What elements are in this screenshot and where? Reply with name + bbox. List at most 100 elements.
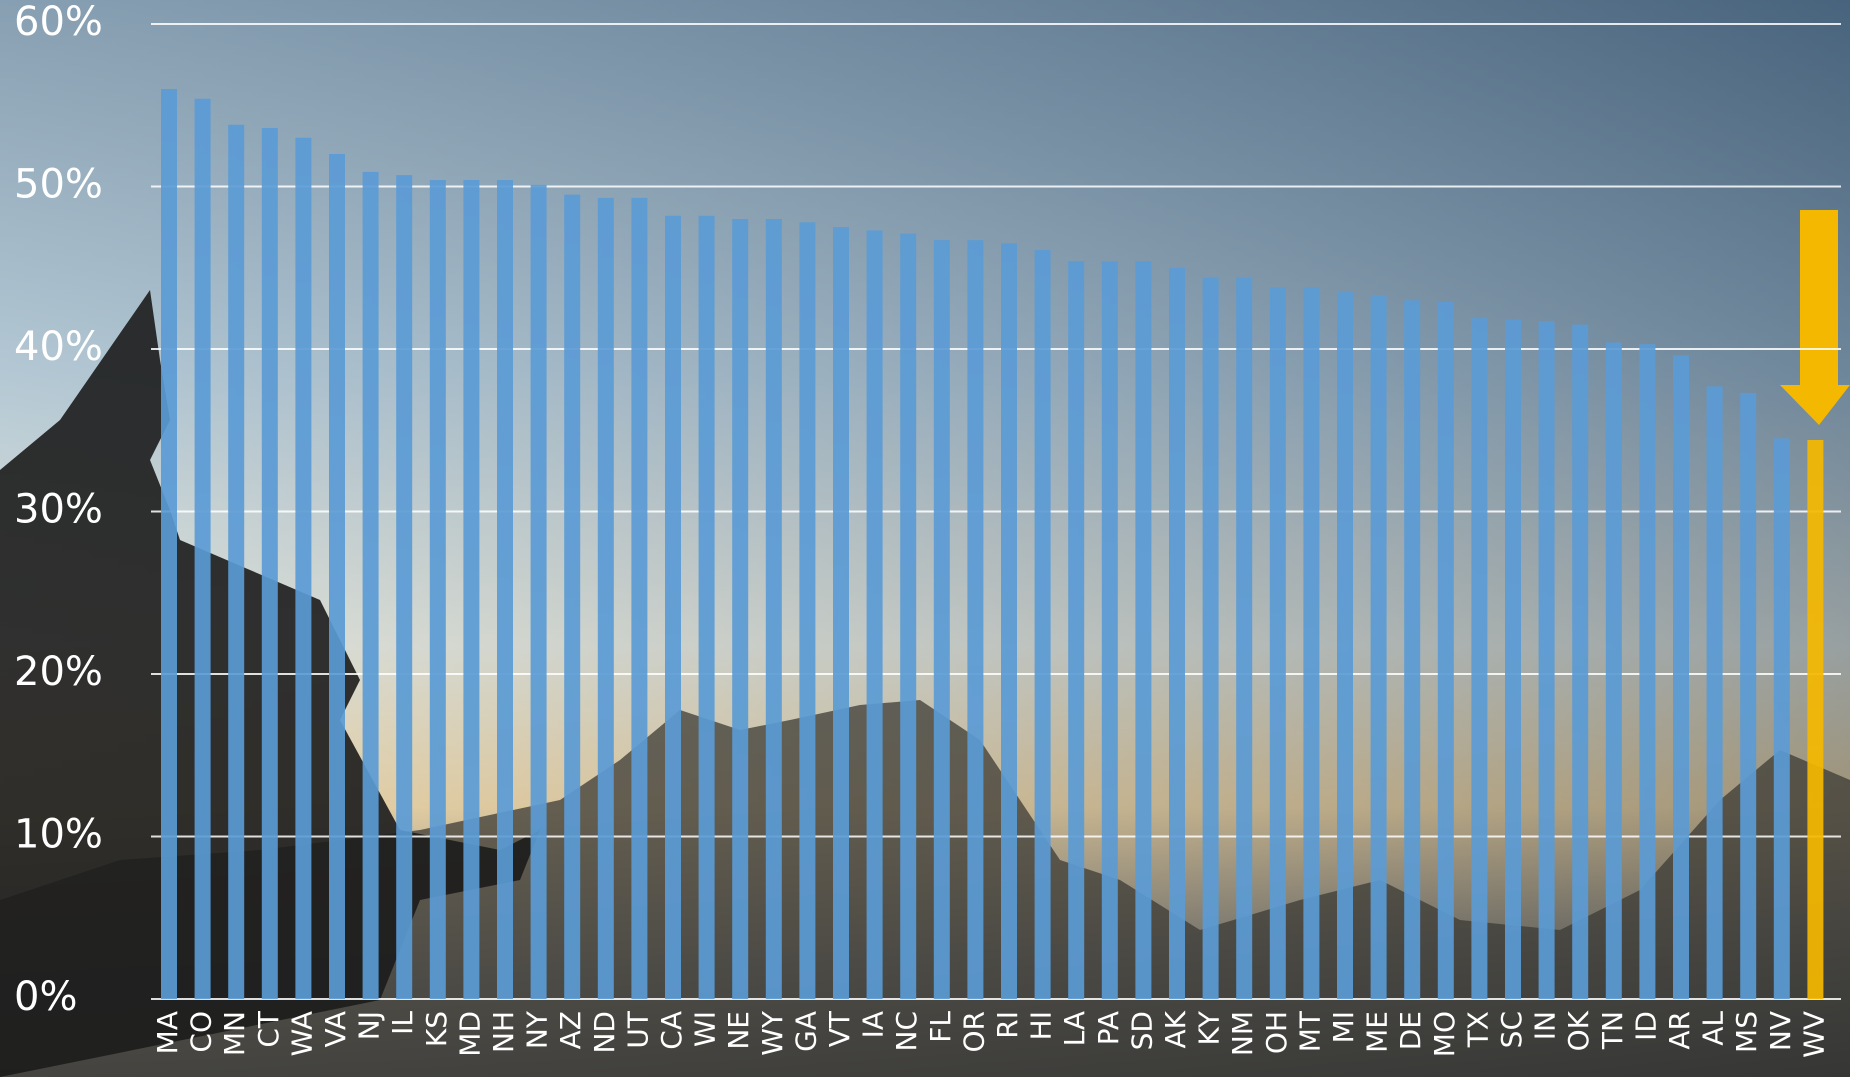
bar	[1673, 355, 1689, 999]
highlight-arrow	[1780, 210, 1850, 425]
x-tick-label: MO	[1428, 1011, 1461, 1057]
bar	[228, 124, 245, 999]
bar	[1404, 300, 1421, 999]
bar	[1505, 319, 1521, 999]
x-tick-label: WY	[756, 1010, 789, 1056]
bar	[329, 154, 345, 999]
bar	[1135, 261, 1152, 999]
bar	[967, 240, 984, 999]
x-tick-label: NJ	[353, 1011, 386, 1040]
y-tick-label: 30%	[14, 487, 103, 533]
bar	[396, 175, 413, 999]
bar	[698, 215, 715, 999]
mountains	[0, 700, 1850, 1077]
x-tick-label: NY	[521, 1010, 554, 1049]
bar	[833, 227, 849, 999]
x-tick-label: VA	[319, 1011, 352, 1048]
x-tick-label: UT	[621, 1010, 654, 1048]
x-tick-label: GA	[789, 1011, 822, 1052]
x-tick-label: FL	[924, 1011, 957, 1043]
x-tick-label: CT	[252, 1010, 285, 1048]
y-tick-label: 20%	[14, 649, 103, 695]
x-tick-label: OR	[957, 1011, 990, 1053]
bar	[1471, 318, 1488, 999]
bar	[866, 230, 883, 999]
y-tick-label: 10%	[14, 812, 103, 858]
x-tick-label: KS	[420, 1011, 453, 1047]
x-tick-label: AL	[1697, 1011, 1730, 1046]
bar	[900, 233, 917, 999]
x-tick-label: WV	[1797, 1011, 1830, 1058]
bar	[1236, 277, 1253, 999]
x-tick-label: OH	[1260, 1011, 1293, 1054]
x-tick-label: RI	[991, 1011, 1024, 1039]
x-tick-label: MS	[1730, 1011, 1763, 1053]
x-tick-label: HI	[1025, 1011, 1058, 1040]
x-tick-label: NC	[890, 1011, 923, 1052]
bar	[530, 184, 547, 999]
bar	[1303, 287, 1320, 999]
bar	[497, 180, 513, 999]
bar	[1639, 344, 1656, 999]
x-tick-label: MI	[1327, 1011, 1360, 1043]
x-tick-label: ME	[1361, 1011, 1394, 1053]
bar	[1807, 440, 1824, 999]
x-tick-label: IL	[386, 1011, 419, 1035]
bar	[1773, 438, 1790, 999]
bar	[1068, 261, 1085, 999]
x-tick-label: SC	[1495, 1011, 1528, 1048]
x-tick-label: IN	[1529, 1011, 1562, 1040]
x-tick-label: MD	[453, 1011, 486, 1057]
x-tick-label: MT	[1293, 1010, 1326, 1052]
x-tick-label: ND	[588, 1011, 621, 1054]
x-tick-label: NM	[1226, 1011, 1259, 1056]
bar	[665, 215, 681, 999]
bar	[597, 197, 614, 999]
bar	[1538, 321, 1555, 999]
x-tick-label: WI	[689, 1011, 722, 1047]
x-tick-label: CO	[185, 1011, 218, 1053]
x-tick-label: ID	[1629, 1011, 1662, 1041]
bar	[463, 180, 480, 999]
x-tick-label: TX	[1461, 1011, 1494, 1048]
bar	[1169, 267, 1185, 999]
x-tick-label: WA	[285, 1011, 318, 1056]
bar	[295, 137, 312, 999]
bar	[933, 240, 950, 999]
x-tick-label: LA	[1058, 1011, 1091, 1046]
x-tick-label: AK	[1159, 1010, 1192, 1048]
x-tick-label: NH	[487, 1011, 520, 1053]
bar	[631, 197, 648, 999]
x-tick-label: PA	[1092, 1011, 1125, 1045]
x-tick-label: AR	[1663, 1011, 1696, 1050]
bar	[362, 171, 379, 999]
y-tick-label: 40%	[14, 324, 103, 370]
y-tick-label: 60%	[14, 0, 103, 45]
bar	[1337, 292, 1353, 999]
bar	[261, 128, 278, 999]
bar	[799, 222, 816, 999]
y-tick-label: 0%	[14, 974, 77, 1020]
x-tick-label: IA	[857, 1011, 890, 1038]
x-tick-label: SD	[1125, 1011, 1158, 1050]
bar	[1101, 261, 1118, 999]
bar	[194, 98, 211, 999]
bar	[1202, 277, 1219, 999]
x-tick-label: AZ	[554, 1011, 587, 1049]
bar	[429, 180, 446, 999]
x-tick-label: DE	[1394, 1011, 1427, 1050]
bar	[1001, 243, 1017, 999]
bar	[1370, 295, 1387, 999]
bar	[1437, 301, 1454, 999]
x-tick-label: KY	[1193, 1010, 1226, 1045]
y-tick-label: 50%	[14, 162, 103, 208]
bar	[1572, 324, 1589, 999]
x-tick-label: TN	[1596, 1011, 1629, 1050]
bar	[765, 219, 782, 999]
bar	[564, 194, 581, 999]
bar	[1269, 287, 1286, 999]
x-tick-label: VT	[823, 1010, 856, 1047]
x-tick-label: NV	[1764, 1011, 1797, 1051]
